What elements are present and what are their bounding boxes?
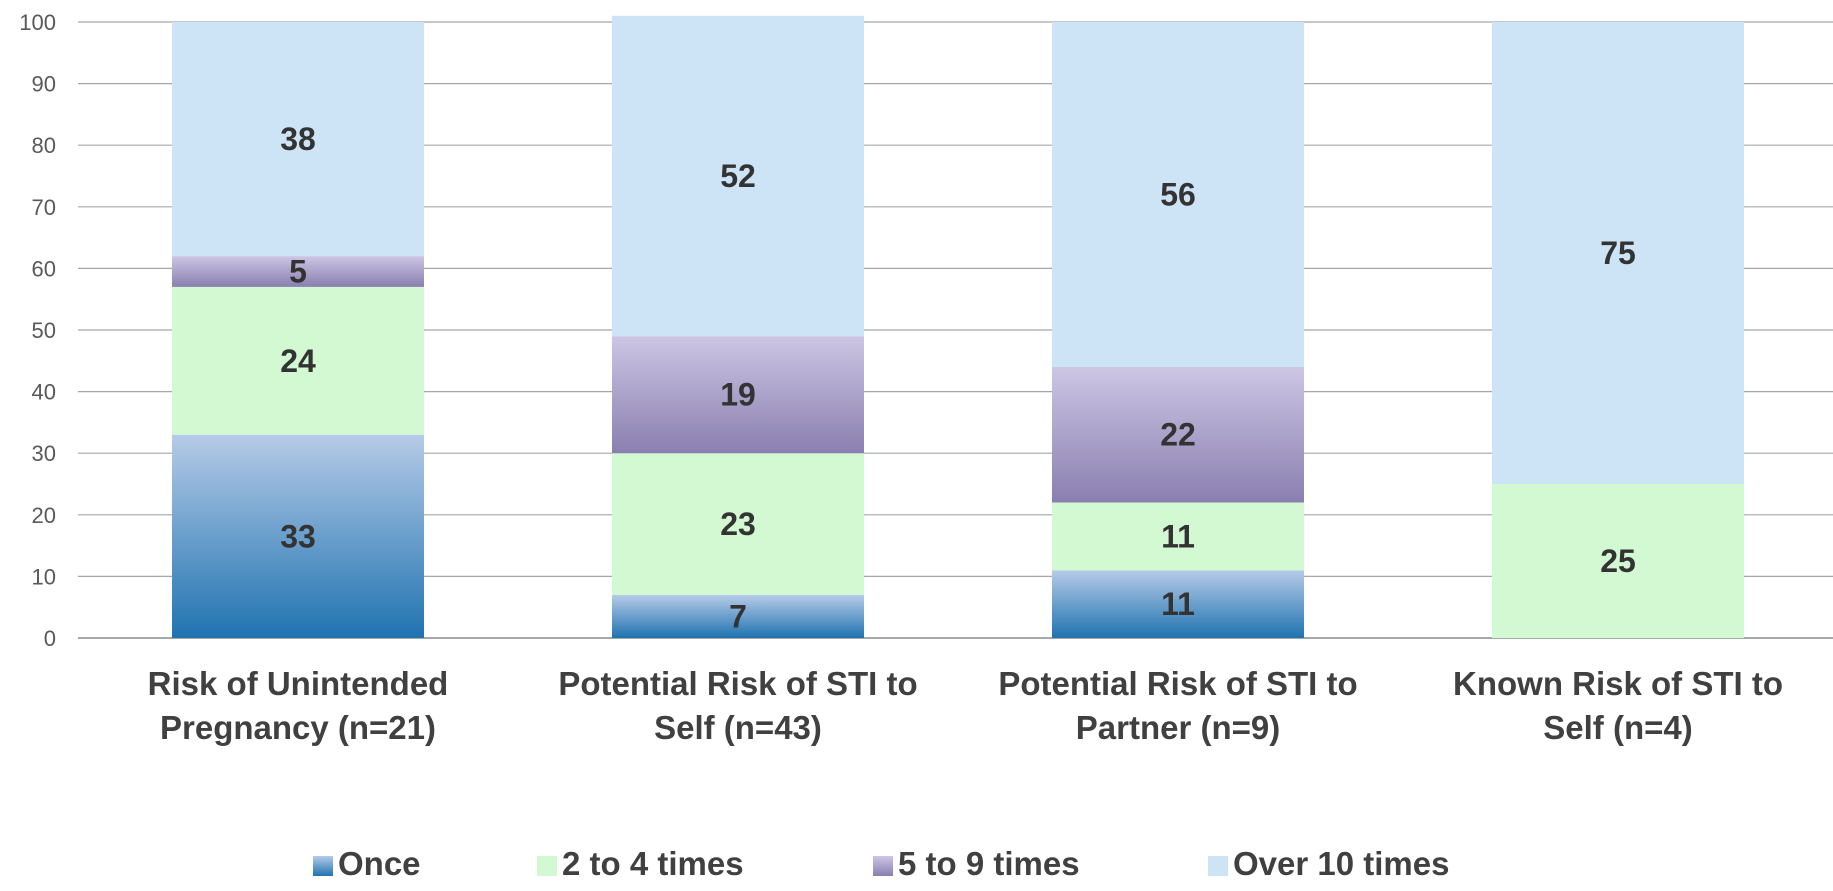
data-label-over-10-times-2: 52 [720,158,756,194]
bar-segment-over-10-times-3 [1052,22,1304,367]
x-category-label-1-line-1: Risk of Unintended [148,665,449,702]
bar-segment-over-10-times-1 [172,22,424,257]
x-category-label-4-line-1: Known Risk of STI to [1453,665,1783,702]
y-tick-label-60: 60 [32,256,56,281]
y-tick-label-90: 90 [32,72,56,97]
legend-label-over-10-times: Over 10 times [1233,845,1449,882]
legend-label-2-to-4-times: 2 to 4 times [562,845,744,882]
legend-swatch-2-to-4-times [537,856,557,876]
bar-segment-2-to-4-times-1 [172,286,424,435]
bar-segment-2-to-4-times-2 [612,453,864,595]
data-label-over-10-times-1: 38 [280,121,316,157]
legend-swatch-5-to-9-times [873,856,893,876]
y-tick-label-20: 20 [32,503,56,528]
x-category-label-4-line-2: Self (n=4) [1543,709,1692,746]
bar-segment-5-to-9-times-3 [1052,366,1304,503]
legend-label-once: Once [338,845,421,882]
bar-segment-once-2 [612,594,864,638]
y-tick-label-100: 100 [19,10,56,35]
data-label-2-to-4-times-3: 11 [1161,518,1195,554]
data-label-once-3: 11 [1161,586,1195,622]
data-label-5-to-9-times-2: 19 [720,377,756,413]
data-label-over-10-times-3: 56 [1160,176,1196,212]
y-tick-label-50: 50 [32,318,56,343]
data-label-5-to-9-times-3: 22 [1160,417,1196,453]
y-tick-label-30: 30 [32,441,56,466]
y-tick-label-0: 0 [44,626,56,651]
legend-swatch-once [313,856,333,876]
bar-segment-once-1 [172,434,424,638]
y-tick-label-70: 70 [32,195,56,220]
bar-segment-once-3 [1052,570,1304,638]
data-label-2-to-4-times-1: 24 [280,343,316,379]
x-category-label-3-line-1: Potential Risk of STI to [998,665,1357,702]
bar-segment-over-10-times-4 [1492,22,1744,484]
legend-swatch-over-10-times [1208,856,1228,876]
data-label-once-1: 33 [280,518,316,554]
bar-segment-5-to-9-times-2 [612,336,864,454]
bar-segment-5-to-9-times-1 [172,256,424,287]
y-tick-label-80: 80 [32,133,56,158]
legend-label-5-to-9-times: 5 to 9 times [898,845,1080,882]
bar-segment-2-to-4-times-3 [1052,502,1304,571]
x-category-label-1-line-2: Pregnancy (n=21) [160,709,436,746]
data-label-once-2: 7 [729,598,747,634]
data-label-2-to-4-times-4: 25 [1600,543,1636,579]
x-category-label-2-line-2: Self (n=43) [654,709,822,746]
x-category-label-3-line-2: Partner (n=9) [1076,709,1280,746]
data-label-2-to-4-times-2: 23 [720,506,756,542]
bar-segment-2-to-4-times-4 [1492,484,1744,638]
y-tick-label-10: 10 [32,564,56,589]
data-label-over-10-times-4: 75 [1600,235,1636,271]
data-label-5-to-9-times-1: 5 [289,253,307,289]
y-tick-label-40: 40 [32,380,56,405]
bar-segment-over-10-times-2 [612,15,864,337]
x-category-label-2-line-1: Potential Risk of STI to [558,665,917,702]
